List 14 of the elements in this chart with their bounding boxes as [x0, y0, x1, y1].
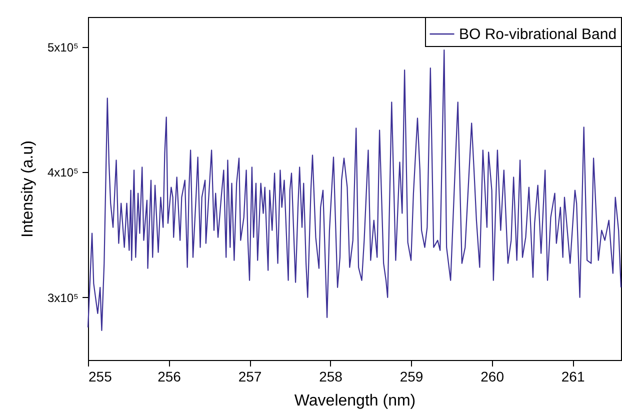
x-tick-label: 256: [158, 368, 182, 384]
x-tick-label: 258: [319, 368, 343, 384]
x-axis-title: Wavelength (nm): [294, 392, 416, 410]
x-tick-label: 257: [238, 368, 262, 384]
x-tick-label: 259: [400, 368, 424, 384]
x-tick-label: 255: [88, 368, 112, 384]
y-tick-label: 5x10⁵: [48, 40, 79, 55]
y-tick-label: 3x10⁵: [48, 290, 79, 305]
legend-label: BO Ro-vibrational Band: [459, 26, 617, 43]
line-series: [87, 50, 622, 332]
x-tick-label: 261: [561, 368, 585, 384]
x-tick-label: 260: [480, 368, 504, 384]
y-axis-title: Intensity (a.u): [20, 140, 37, 238]
y-tick-label: 4x10⁵: [48, 166, 79, 180]
